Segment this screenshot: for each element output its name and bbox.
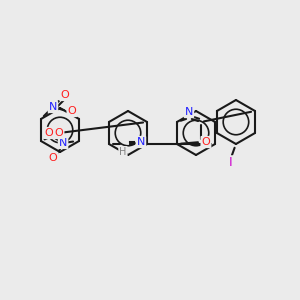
Text: N: N [185, 107, 193, 117]
Text: N: N [137, 137, 145, 147]
Text: O: O [49, 153, 57, 163]
Text: I: I [229, 157, 233, 169]
Text: O: O [202, 137, 210, 147]
Text: O: O [45, 128, 53, 138]
Text: N: N [59, 138, 67, 148]
Text: O: O [68, 106, 76, 116]
Text: N: N [49, 102, 57, 112]
Text: O: O [61, 90, 69, 100]
Text: O: O [55, 128, 63, 138]
Text: H: H [119, 147, 127, 157]
